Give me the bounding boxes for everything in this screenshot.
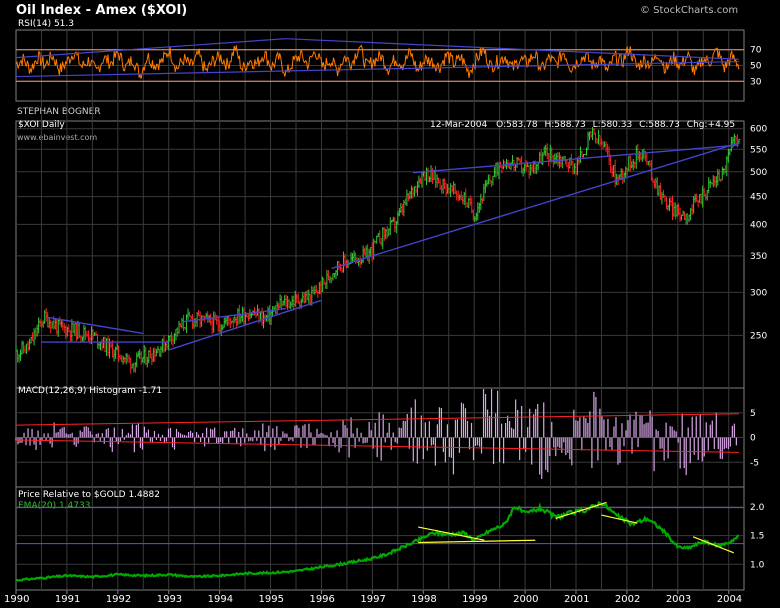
x-tick-label: 1997 — [360, 594, 385, 605]
rsi-panel: RSI(14) 51.3 30 50 70 — [15, 19, 762, 87]
x-tick-label: 2002 — [615, 594, 640, 605]
panel-frame — [15, 486, 745, 591]
macd-envelope-line — [15, 439, 739, 453]
author-text: STEPHAN BOGNER — [17, 107, 101, 117]
grid-layer — [15, 29, 745, 591]
quote-open-label: O: — [496, 120, 506, 130]
relative-label: Price Relative to $GOLD 1.4882 — [18, 490, 160, 500]
macd-envelope-line — [15, 413, 739, 426]
x-tick-label: 1999 — [462, 594, 487, 605]
relative-trendline — [601, 514, 638, 524]
rsi-trendline — [285, 38, 739, 60]
rsi-tick-label: 70 — [750, 46, 762, 56]
price-trendline — [168, 299, 322, 351]
price-trendline — [331, 142, 740, 270]
rel-tick-label: 1.0 — [750, 560, 765, 570]
price-tick-label: 550 — [750, 145, 767, 155]
quote-chg-label: Chg: — [687, 120, 708, 130]
price-trendline — [46, 316, 144, 335]
x-tick-label: 1991 — [55, 594, 80, 605]
x-tick-label: 1990 — [4, 594, 29, 605]
rsi-layer: 30 50 70 — [15, 38, 762, 87]
macd-tick-label: -5 — [750, 458, 759, 468]
relative-trendline — [555, 501, 607, 520]
relative-layer: 1.0 1.5 2.0 — [15, 500, 765, 582]
credit-text: © StockCharts.com — [640, 5, 738, 16]
rsi-line — [15, 44, 740, 79]
chart-title: Oil Index - Amex ($XOI) — [16, 3, 187, 18]
quote-low-label: L: — [593, 120, 601, 130]
quote-high-label: H: — [544, 120, 554, 130]
rsi-trendline — [15, 60, 739, 78]
rsi-tick-label: 30 — [750, 77, 762, 87]
x-tick-label: 2001 — [564, 594, 589, 605]
relative-trendline — [418, 526, 485, 541]
x-tick-label: 1996 — [309, 594, 334, 605]
x-tick-label: 2000 — [513, 594, 538, 605]
relative-panel: Price Relative to $GOLD 1.4882 EMA(20) 1… — [15, 490, 765, 582]
relative-trendline — [692, 536, 735, 554]
price-tick-label: 400 — [750, 220, 767, 230]
macd-layer: -5 0 5 — [15, 388, 759, 479]
price-label: $XOI Daily — [18, 120, 65, 130]
relative-ema-label: EMA(20) 1.4733 — [18, 501, 90, 511]
rsi-tick-label: 50 — [750, 62, 762, 72]
macd-label: MACD(12,26,9) Histogram -1.71 — [18, 386, 162, 396]
x-tick-label: 2004 — [717, 594, 742, 605]
x-tick-label: 2003 — [666, 594, 691, 605]
price-trendline — [183, 307, 286, 323]
price-trendline — [413, 144, 739, 174]
quote-high: 588.73 — [554, 120, 586, 130]
quote-chg: +4.95 — [708, 120, 736, 130]
price-tick-label: 250 — [750, 331, 767, 341]
relative-trendline — [418, 539, 536, 544]
x-tick-label: 1995 — [259, 594, 284, 605]
quote-low: 580.33 — [601, 120, 633, 130]
price-layer: 250 300 350 400 450 500 550 600 — [15, 125, 767, 374]
macd-tick-label: 5 — [750, 409, 756, 419]
x-tick-label: 1992 — [106, 594, 131, 605]
rel-tick-label: 1.5 — [750, 532, 764, 542]
quote-date: 12-Mar-2004 — [430, 120, 488, 130]
price-tick-label: 450 — [750, 193, 767, 203]
quote-close: 588.73 — [648, 120, 680, 130]
price-tick-label: 300 — [750, 288, 767, 298]
x-tick-label: 1998 — [411, 594, 436, 605]
quote-close-label: C: — [639, 120, 648, 130]
quote-readout: 12-Mar-2004 O:583.78 H:588.73 L:580.33 C… — [430, 120, 735, 130]
relative-line — [15, 500, 739, 582]
price-tick-label: 350 — [750, 252, 767, 262]
price-panel: $XOI Daily 12-Mar-2004 O:583.78 H:588.73… — [15, 120, 767, 374]
quote-open: 583.78 — [506, 120, 538, 130]
website-text: www.ebainvest.com — [17, 133, 97, 142]
price-tick-label: 600 — [750, 125, 767, 135]
rsi-trendline — [15, 38, 286, 59]
rsi-label: RSI(14) 51.3 — [18, 19, 74, 29]
macd-panel: MACD(12,26,9) Histogram -1.71 -5 0 5 — [15, 386, 759, 479]
rel-tick-label: 2.0 — [750, 503, 765, 513]
macd-tick-label: 0 — [750, 434, 756, 444]
x-axis: 1990 1991 1992 1993 1994 1995 1996 1997 1998 1999… — [4, 590, 742, 605]
x-tick-label: 1993 — [157, 594, 182, 605]
x-tick-label: 1994 — [208, 594, 233, 605]
price-tick-label: 500 — [750, 168, 767, 178]
